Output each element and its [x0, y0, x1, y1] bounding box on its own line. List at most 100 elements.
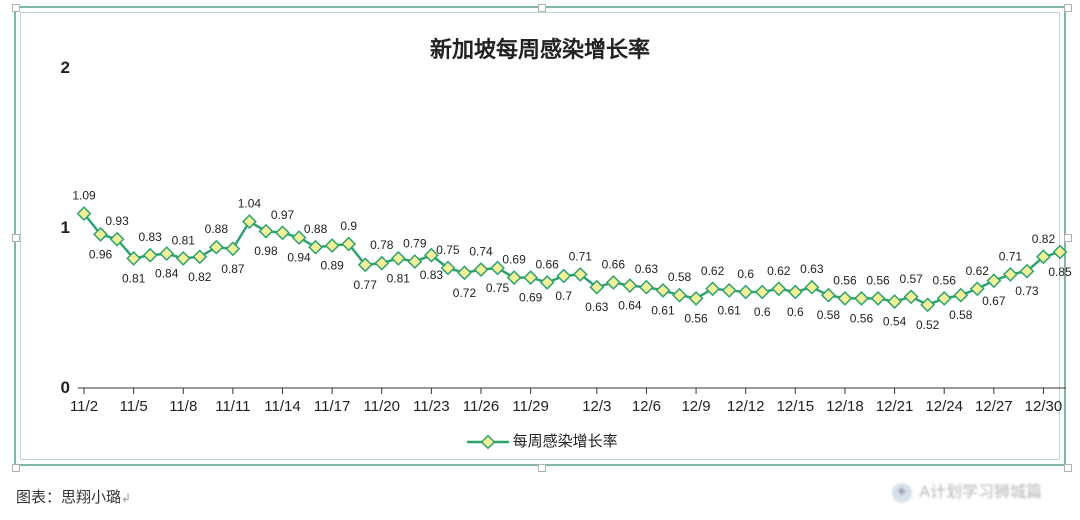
chart-plot: 1.090.960.930.810.830.840.810.820.880.87… [78, 68, 1066, 388]
data-label: 0.81 [387, 271, 411, 285]
data-label: 0.82 [1032, 232, 1056, 246]
x-tick-label: 12/12 [721, 398, 771, 415]
data-label: 0.93 [105, 214, 129, 228]
data-label: 0.52 [916, 318, 940, 332]
data-label: 0.83 [138, 230, 162, 244]
x-tick-label: 12/24 [919, 398, 969, 415]
data-label: 0.97 [271, 208, 295, 222]
data-label: 0.63 [800, 262, 824, 276]
x-tick-label: 12/6 [621, 398, 671, 415]
wechat-watermark: ✦ A计划学习狮城篇 [892, 478, 1042, 503]
x-tick-label: 12/27 [969, 398, 1019, 415]
data-label: 0.66 [602, 257, 626, 271]
data-label: 0.54 [883, 315, 907, 329]
x-tick-label: 12/9 [671, 398, 721, 415]
data-label: 0.75 [486, 281, 510, 295]
x-tick-label: 12/21 [870, 398, 920, 415]
data-label: 1.04 [238, 197, 262, 211]
data-label: 0.79 [403, 237, 427, 251]
resize-handle-ne[interactable] [1064, 4, 1072, 12]
data-label: 0.6 [737, 267, 754, 281]
data-label: 0.98 [254, 244, 278, 258]
x-tick-label: 11/5 [109, 398, 159, 415]
data-label: 0.75 [436, 243, 460, 257]
data-label: 0.58 [668, 270, 692, 284]
data-label: 0.6 [754, 305, 771, 319]
data-label: 0.63 [635, 262, 659, 276]
data-label: 0.88 [205, 222, 229, 236]
y-tick-label: 1 [38, 218, 70, 238]
watermark-text: A计划学习狮城篇 [919, 484, 1042, 501]
y-tick-label: 2 [38, 58, 70, 78]
data-label: 0.56 [684, 311, 708, 325]
data-label: 0.58 [817, 308, 841, 322]
data-label: 0.56 [850, 311, 874, 325]
data-label: 0.81 [122, 271, 146, 285]
data-label: 0.84 [155, 267, 179, 281]
data-label: 0.62 [966, 264, 990, 278]
caret-icon: ↲ [121, 491, 131, 505]
legend-label: 每周感染增长率 [513, 433, 618, 450]
resize-handle-sw[interactable] [12, 464, 20, 472]
data-label: 0.72 [453, 286, 477, 300]
data-label: 0.57 [899, 272, 923, 286]
resize-handle-s[interactable] [538, 464, 546, 472]
data-label: 0.64 [618, 299, 642, 313]
data-label: 0.69 [502, 253, 526, 267]
x-tick-label: 11/23 [406, 398, 456, 415]
data-label: 0.77 [354, 278, 378, 292]
resize-handle-nw[interactable] [12, 4, 20, 12]
data-label: 0.6 [787, 305, 804, 319]
data-label: 0.9 [340, 219, 357, 233]
x-tick-label: 11/29 [506, 398, 556, 415]
data-label: 1.09 [72, 189, 96, 203]
data-label: 0.62 [701, 264, 725, 278]
data-label: 0.7 [555, 289, 572, 303]
data-label: 0.63 [585, 300, 609, 314]
y-tick-label: 0 [38, 378, 70, 398]
resize-handle-n[interactable] [538, 4, 546, 12]
data-label: 0.58 [949, 308, 973, 322]
x-tick-label: 11/26 [456, 398, 506, 415]
data-label: 0.67 [982, 294, 1006, 308]
data-label: 0.71 [569, 249, 593, 263]
caption-text: 图表：思翔小璐 [16, 489, 121, 506]
data-label: 0.83 [420, 268, 444, 282]
x-tick-label: 11/17 [307, 398, 357, 415]
data-label: 0.61 [717, 303, 741, 317]
x-tick-label: 11/8 [158, 398, 208, 415]
x-tick-label: 11/20 [357, 398, 407, 415]
x-tick-label: 12/30 [1018, 398, 1068, 415]
data-label: 0.61 [651, 303, 675, 317]
data-label: 0.88 [304, 222, 328, 236]
chart-legend: 每周感染增长率 [467, 430, 618, 451]
data-label: 0.89 [320, 259, 344, 273]
x-tick-label: 12/3 [572, 398, 622, 415]
data-label: 0.66 [536, 257, 560, 271]
watermark-icon: ✦ [892, 483, 912, 503]
chart-card: 新加坡每周感染增长率 012 1.090.960.930.810.830.840… [14, 6, 1066, 466]
data-label: 0.82 [188, 270, 212, 284]
x-tick-label: 11/14 [258, 398, 308, 415]
data-label: 0.56 [833, 273, 857, 287]
chart-caption: 图表：思翔小璐↲ [16, 486, 131, 507]
legend-swatch [467, 434, 509, 450]
data-label: 0.56 [866, 273, 890, 287]
x-tick-label: 12/15 [770, 398, 820, 415]
data-label: 0.73 [1015, 284, 1039, 298]
resize-handle-se[interactable] [1064, 464, 1072, 472]
x-tick-label: 12/18 [820, 398, 870, 415]
data-label: 0.71 [999, 249, 1023, 263]
data-label: 0.87 [221, 262, 245, 276]
data-label: 0.74 [469, 245, 493, 259]
resize-handle-w[interactable] [12, 234, 20, 242]
data-label: 0.62 [767, 264, 791, 278]
data-label: 0.78 [370, 238, 394, 252]
x-tick-label: 11/2 [59, 398, 109, 415]
data-label: 0.94 [287, 251, 311, 265]
data-label: 0.56 [933, 273, 957, 287]
data-label: 0.85 [1048, 265, 1072, 279]
data-label: 0.69 [519, 291, 543, 305]
data-label: 0.96 [89, 247, 113, 261]
data-label: 0.81 [172, 233, 196, 247]
